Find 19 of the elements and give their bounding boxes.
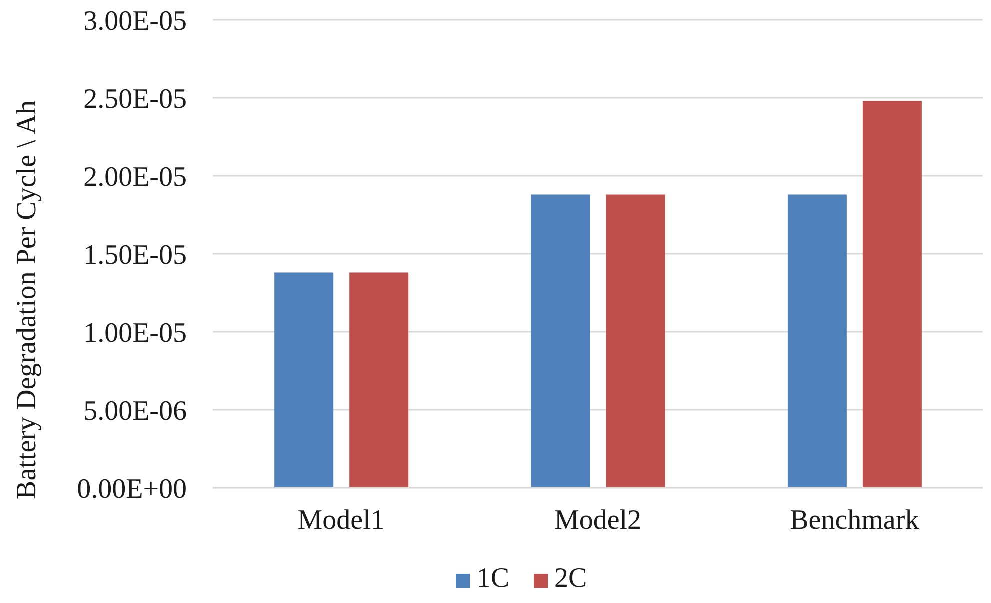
y-axis-title: Battery Degradation Per Cycle \ Ah [12,100,42,500]
x-tick-label: Model2 [554,504,642,536]
y-tick-label: 5.00E-06 [84,396,187,427]
y-tick-label: 3.00E-05 [84,6,187,37]
y-tick-label: 2.00E-05 [84,162,187,193]
bar [862,101,922,488]
bar [606,194,666,488]
legend-label: 1C [476,563,510,594]
bar [274,272,334,488]
bar [350,272,409,488]
y-tick-label: 1.00E-05 [84,318,187,349]
y-tick-label: 1.50E-05 [84,240,187,271]
legend-label: 2C [554,563,588,594]
y-tick-label: 0.00E+00 [77,474,187,505]
x-tick-label: Model1 [298,504,385,536]
y-tick-label: 2.50E-05 [84,84,187,115]
bar [788,194,847,488]
x-tick-label: Benchmark [790,504,920,536]
bar [531,194,590,488]
